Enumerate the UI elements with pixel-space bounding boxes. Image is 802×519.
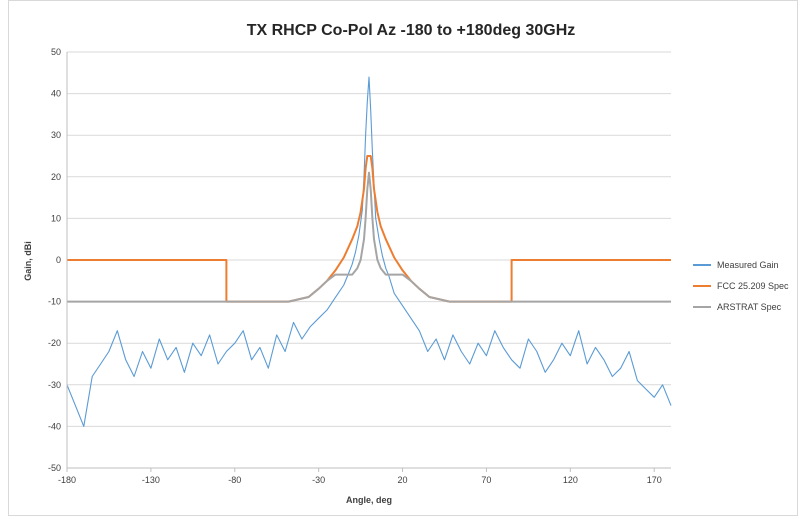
legend: Measured Gain FCC 25.209 Spec ARSTRAT Spec (693, 260, 789, 312)
y-tick-label: 50 (51, 47, 61, 57)
x-tick-label: -130 (142, 475, 160, 485)
y-tick-label: 20 (51, 172, 61, 182)
axis-layer: -50 -40 -30 -20 -10 0 10 20 30 40 50 -180 -130 -80 -30… (48, 47, 671, 485)
y-tick-label: 10 (51, 213, 61, 223)
legend-label: ARSTRAT Spec (717, 302, 782, 312)
y-tick-label: -10 (48, 297, 61, 307)
series-layer (66, 76, 672, 427)
y-tick-label: 40 (51, 89, 61, 99)
chart-title: TX RHCP Co-Pol Az -180 to +180deg 30GHz (247, 22, 576, 39)
series-line-arstrat-spec (67, 171, 671, 303)
x-tick-label: 170 (647, 475, 662, 485)
y-tick-label: 0 (56, 255, 61, 265)
series-line-measured-gain (66, 76, 672, 427)
chart-frame: TX RHCP Co-Pol Az -180 to +180deg 30GHz … (8, 0, 798, 516)
y-tick-label: -40 (48, 421, 61, 431)
x-tick-label: 120 (563, 475, 578, 485)
legend-label: Measured Gain (717, 260, 779, 270)
chart-svg: TX RHCP Co-Pol Az -180 to +180deg 30GHz … (23, 22, 789, 505)
y-tick-label: -20 (48, 338, 61, 348)
x-tick-label: 70 (481, 475, 491, 485)
y-tick-label: -30 (48, 380, 61, 390)
x-tick-label: -30 (312, 475, 325, 485)
x-tick-label: -80 (228, 475, 241, 485)
legend-label: FCC 25.209 Spec (717, 281, 789, 291)
x-tick-label: 20 (398, 475, 408, 485)
y-tick-label: 30 (51, 130, 61, 140)
y-tick-label: -50 (48, 463, 61, 473)
y-axis-title: Gain, dBi (23, 241, 33, 281)
x-tick-label: -180 (58, 475, 76, 485)
x-axis-title: Angle, deg (346, 495, 392, 505)
